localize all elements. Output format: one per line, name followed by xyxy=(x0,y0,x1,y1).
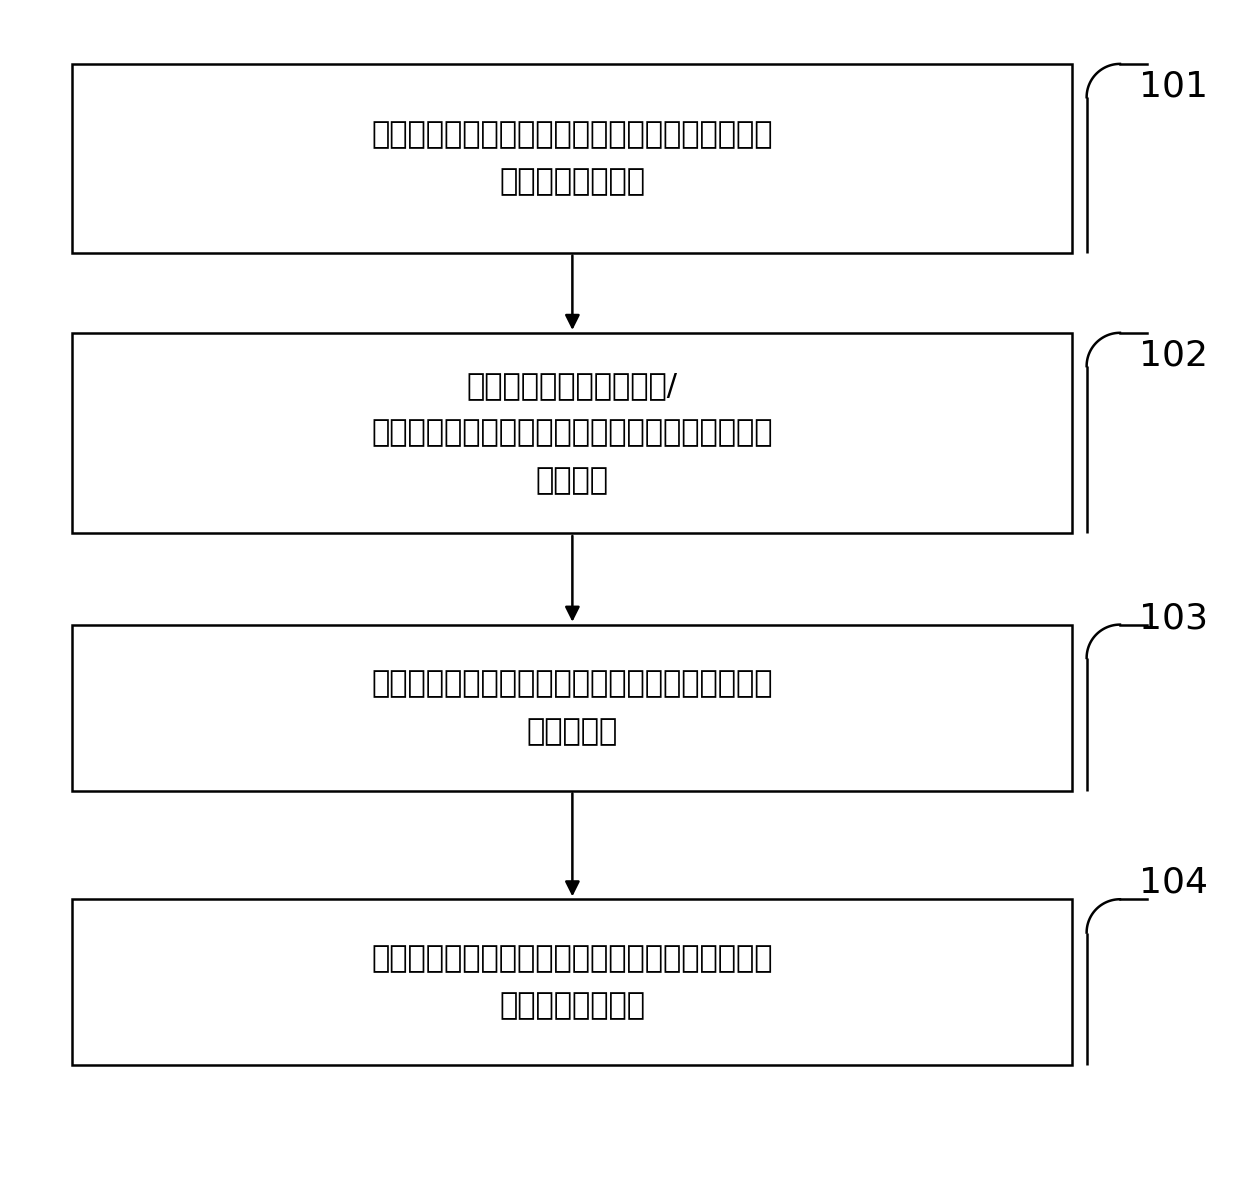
Text: 获取焊接主轴支撑机构和/
或工件支撑机构上与所述焊接主轴相对位置处的形
变位移量: 获取焊接主轴支撑机构和/ 或工件支撑机构上与所述焊接主轴相对位置处的形 变位移量 xyxy=(372,371,773,495)
Text: 101: 101 xyxy=(1140,70,1208,104)
Bar xyxy=(72,899,1073,1066)
Bar xyxy=(72,625,1073,790)
Text: 104: 104 xyxy=(1140,865,1208,899)
Bar xyxy=(72,64,1073,253)
Text: 103: 103 xyxy=(1140,602,1208,635)
Text: 根据所述形变位移量确定所述焊接主轴的轴向随动
插补位移量: 根据所述形变位移量确定所述焊接主轴的轴向随动 插补位移量 xyxy=(372,670,773,746)
Text: 102: 102 xyxy=(1140,339,1208,373)
Text: 根据所述轴向随动插补位移量控制所述焊接主轴在
轴向上的插补位移: 根据所述轴向随动插补位移量控制所述焊接主轴在 轴向上的插补位移 xyxy=(372,944,773,1020)
Bar xyxy=(72,333,1073,533)
Text: 当接收到焊接控制指令时，控制焊接主轴恒位移以
进行搅拌摩擦焊接: 当接收到焊接控制指令时，控制焊接主轴恒位移以 进行搅拌摩擦焊接 xyxy=(372,120,773,197)
